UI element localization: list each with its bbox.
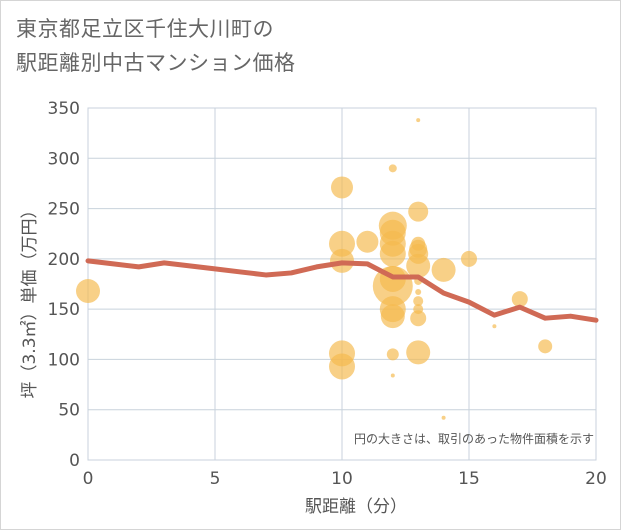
x-axis-label: 駅距離（分） [305,497,407,517]
bubble-point [538,339,553,354]
y-axis-label: 坪（3.3㎡）単価（万円） [20,201,40,398]
bubble-point [410,310,427,327]
bubble-point [380,304,405,329]
tick-labels: 0 50 100 150 200 250 300 350 0 5 10 15 20 [48,99,607,489]
bubble-point [441,415,446,420]
average-line [85,258,599,323]
bubble-point [386,348,399,361]
bubble-point [492,324,497,329]
bubble-point [331,176,353,199]
bubble-point [416,118,421,123]
chart-title-line2: 駅距離別中古マンション価格 [16,51,296,75]
bubble-point [406,253,431,278]
y-tick-label: 300 [48,149,80,169]
average-price-line [85,258,599,323]
y-tick-label: 350 [48,99,80,119]
bubble-point [329,230,355,257]
bubble-point [76,279,100,304]
bubble-point [329,353,355,380]
x-tick-label: 5 [210,469,221,489]
chart-title-line1: 東京都足立区千住大川町の [16,17,274,41]
y-tick-label: 200 [48,250,80,270]
bubble-point [379,240,406,267]
bubble-point [356,230,379,253]
grid-lines [87,107,597,461]
bubble-point [511,291,528,308]
y-tick-label: 0 [69,451,80,471]
bubble-point [413,296,424,307]
y-tick-label: 150 [48,300,80,320]
bubble-point [390,373,395,378]
bubble-point [431,257,456,282]
bubble-point [415,289,422,296]
bubble-point [408,201,429,222]
y-tick-label: 100 [48,350,80,370]
bubble-point [406,340,431,365]
y-tick-label: 250 [48,200,80,220]
x-tick-label: 20 [585,469,607,489]
x-tick-label: 10 [331,469,353,489]
bubble-point [388,164,397,173]
chart-title: 東京都足立区千住大川町の 駅距離別中古マンション価格 [16,12,296,80]
x-tick-label: 0 [83,469,94,489]
bubble-size-note: 円の大きさは、取引のあった物件面積を示す [354,431,594,446]
bubble-point [461,250,477,267]
y-tick-label: 50 [58,401,80,421]
x-tick-label: 15 [458,469,480,489]
